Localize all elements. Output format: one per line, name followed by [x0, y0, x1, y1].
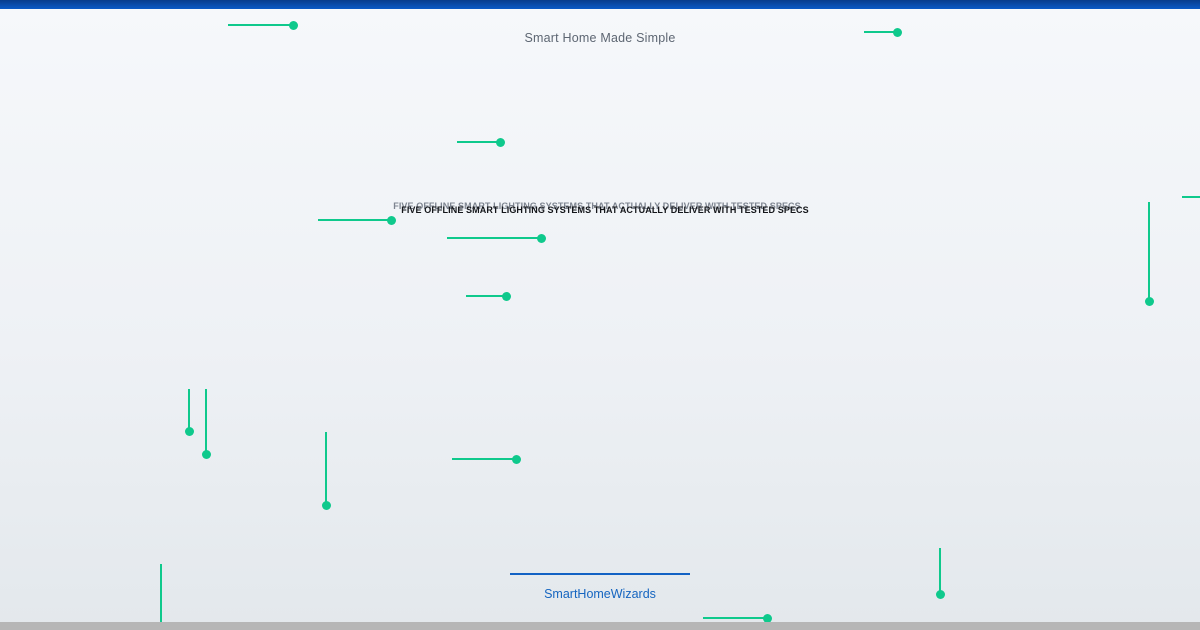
- connector-dot: [321, 500, 331, 510]
- connector-line-vertical: [325, 432, 327, 502]
- connector-line-horizontal: [452, 458, 513, 460]
- connector-line-horizontal: [318, 219, 388, 221]
- connector-line-vertical: [205, 389, 207, 451]
- connector-dot: [536, 233, 546, 243]
- connector-dot: [184, 426, 194, 436]
- connector-dot: [201, 449, 211, 459]
- connector-dot: [511, 454, 521, 464]
- connector-line-vertical: [1148, 202, 1150, 298]
- connector-dot: [892, 27, 902, 37]
- connector-dot: [1144, 296, 1154, 306]
- connector-dot: [386, 215, 396, 225]
- connector-dot: [762, 613, 772, 623]
- connector-line-horizontal: [466, 295, 503, 297]
- connector-dot: [495, 137, 505, 147]
- connector-dot: [501, 291, 511, 301]
- headline: FIVE OFFLINE SMART LIGHTING SYSTEMS THAT…: [401, 205, 809, 215]
- connector-line-vertical: [160, 564, 162, 622]
- connector-line-horizontal: [864, 31, 894, 33]
- connector-dot: [935, 589, 945, 599]
- connector-line-horizontal: [703, 617, 764, 619]
- connector-line-horizontal: [1182, 196, 1200, 198]
- connector-line-vertical: [188, 389, 190, 428]
- connector-line-horizontal: [228, 24, 290, 26]
- brand-name: SmartHomeWizards: [544, 587, 656, 601]
- bottom-footer-bar: [0, 622, 1200, 630]
- tagline: Smart Home Made Simple: [524, 31, 676, 45]
- connector-dot: [288, 20, 298, 30]
- connector-line-horizontal: [457, 141, 497, 143]
- footer-rule: [510, 573, 690, 575]
- connector-line-horizontal: [447, 237, 538, 239]
- headline-ghost: FIVE OFFLINE SMART LIGHTING SYSTEMS THAT…: [393, 201, 801, 211]
- connector-line-vertical: [939, 548, 941, 591]
- top-accent-bar: [0, 0, 1200, 9]
